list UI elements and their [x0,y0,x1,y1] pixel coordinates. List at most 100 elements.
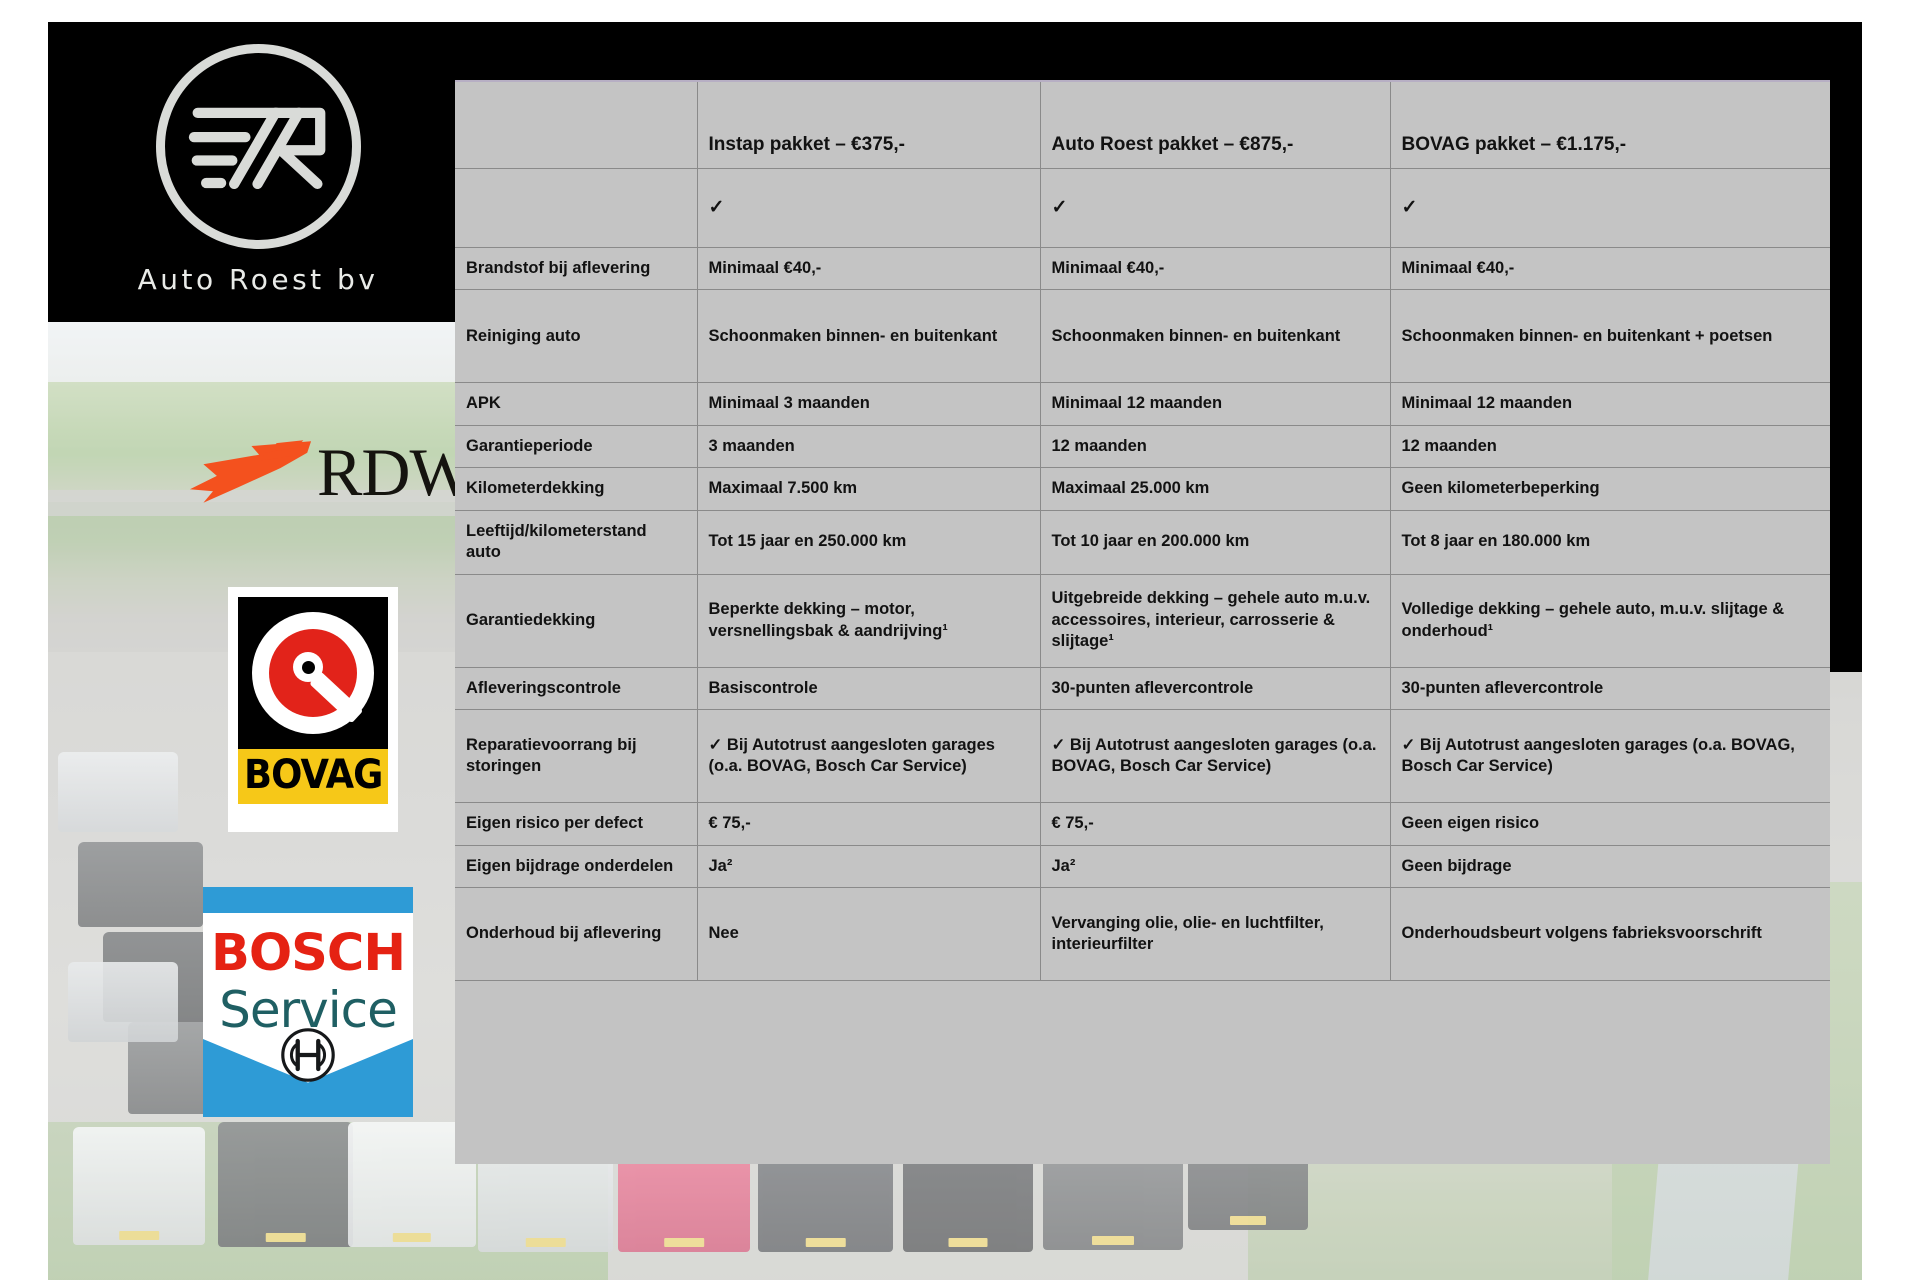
row-value-instap: Maximaal 7.500 km [697,467,1041,511]
row-value-instap: Beperkte dekking – motor, versnellingsba… [697,574,1041,668]
row-value-auto-roest: Uitgebreide dekking – gehele auto m.u.v.… [1040,574,1391,668]
row-value-instap: 3 maanden [697,425,1041,469]
partner-logo-bovag: BOVAG [228,587,398,832]
bovag-handle [308,671,363,724]
row-label: Garantieperiode [455,425,698,469]
table-row-check: ✓ ✓ ✓ [455,168,1830,248]
photo-car [348,1122,476,1247]
table-head: Instap pakket – €375,- Auto Roest pakket… [455,82,1830,169]
row-value-bovag: 12 maanden [1390,425,1830,469]
row-label: Onderhoud bij aflevering [455,887,698,981]
row-value-bovag: 30-punten aflevercontrole [1390,667,1830,711]
table-header-row: Instap pakket – €375,- Auto Roest pakket… [455,82,1830,169]
table-row: Eigen bijdrage onderdelen Ja² Ja² Geen b… [455,845,1830,888]
bovag-ring [252,612,374,734]
table-row: APK Minimaal 3 maanden Minimaal 12 maand… [455,382,1830,426]
row-value-bovag: Geen eigen risico [1390,802,1830,846]
row-value-instap: € 75,- [697,802,1041,846]
row-value-bovag: ✓ Bij Autotrust aangesloten garages (o.a… [1390,709,1830,804]
poster-stage: Auto Roest [48,22,1862,1280]
rdw-wordmark: RDW [317,434,474,510]
row-label: Eigen risico per defect [455,802,698,846]
column-header-auto-roest: Auto Roest pakket – €875,- [1040,82,1391,169]
brand-logo: Auto Roest bv [108,32,408,317]
row-label: Brandstof bij aflevering [455,247,698,291]
bovag-emblem [238,597,388,749]
table-body: ✓ ✓ ✓ Brandstof bij aflevering Minimaal … [455,168,1830,981]
row-value-bovag: Onderhoudsbeurt volgens fabrieksvoorschr… [1390,887,1830,981]
bovag-knob [293,652,323,682]
row-label: Garantiedekking [455,574,698,668]
row-value-bovag: Geen kilometerbeperking [1390,467,1830,511]
partner-logo-bosch-service: BOSCH Service [203,887,413,1117]
row-value-auto-roest: Schoonmaken binnen- en buitenkant [1040,289,1391,384]
row-value-instap: Minimaal 3 maanden [697,382,1041,426]
row-value-instap: ✓ Bij Autotrust aangesloten garages (o.a… [697,709,1041,804]
photo-car [218,1122,353,1247]
column-header-bovag: BOVAG pakket – €1.175,- [1390,82,1830,169]
check-icon: ✓ [697,168,1041,248]
row-label [455,168,698,248]
rdw-bird-logo-icon [189,440,312,503]
row-value-instap: Ja² [697,845,1041,888]
row-value-instap: Tot 15 jaar en 250.000 km [697,510,1041,575]
partner-logo-rdw: RDW [188,417,488,527]
check-icon: ✓ [1040,168,1391,248]
row-label: Reparatievoorrang bij storingen [455,709,698,804]
row-label: Kilometerdekking [455,467,698,511]
comparison-table: Instap pakket – €375,- Auto Roest pakket… [455,82,1830,981]
check-icon: ✓ [1390,168,1830,248]
package-comparison-table: Instap pakket – €375,- Auto Roest pakket… [455,80,1830,1164]
row-value-auto-roest: ✓ Bij Autotrust aangesloten garages (o.a… [1040,709,1391,804]
brand-name: Auto Roest bv [137,263,379,296]
table-row: Kilometerdekking Maximaal 7.500 km Maxim… [455,467,1830,511]
photo-car [58,752,178,832]
row-label: Reiniging auto [455,289,698,384]
row-label: Afleveringscontrole [455,667,698,711]
row-value-auto-roest: € 75,- [1040,802,1391,846]
bovag-wordmark: BOVAG [244,752,383,798]
table-row: Afleveringscontrole Basiscontrole 30-pun… [455,667,1830,711]
column-header-feature [455,82,698,169]
auto-roest-7r-logo-icon [188,107,325,190]
row-value-bovag: Minimaal €40,- [1390,247,1830,291]
row-value-auto-roest: Minimaal 12 maanden [1040,382,1391,426]
table-row: Garantiedekking Beperkte dekking – motor… [455,574,1830,668]
row-label: APK [455,382,698,426]
row-value-auto-roest: Tot 10 jaar en 200.000 km [1040,510,1391,575]
row-value-instap: Nee [697,887,1041,981]
bovag-wordmark-bar: BOVAG [238,749,388,804]
row-label: Leeftijd/kilometerstand auto [455,510,698,575]
table-row: Brandstof bij aflevering Minimaal €40,- … [455,247,1830,291]
row-value-bovag: Geen bijdrage [1390,845,1830,888]
row-value-instap: Minimaal €40,- [697,247,1041,291]
row-value-auto-roest: Minimaal €40,- [1040,247,1391,291]
row-value-instap: Basiscontrole [697,667,1041,711]
table-row: Garantieperiode 3 maanden 12 maanden 12 … [455,425,1830,469]
row-label: Eigen bijdrage onderdelen [455,845,698,888]
logo-ring [155,44,361,249]
bosch-armature-icon [281,1028,335,1082]
bovag-red-disc [269,629,363,724]
row-value-bovag: Volledige dekking – gehele auto, m.u.v. … [1390,574,1830,668]
table-row: Eigen risico per defect € 75,- € 75,- Ge… [455,802,1830,846]
row-value-auto-roest: Ja² [1040,845,1391,888]
table-row: Reparatievoorrang bij storingen ✓ Bij Au… [455,709,1830,804]
photo-car [68,962,178,1042]
table-row: Leeftijd/kilometerstand auto Tot 15 jaar… [455,510,1830,575]
photo-car [73,1127,205,1245]
row-value-auto-roest: 12 maanden [1040,425,1391,469]
bosch-body: BOSCH Service [203,913,413,1117]
table-row: Reiniging auto Schoonmaken binnen- en bu… [455,289,1830,384]
row-value-auto-roest: Maximaal 25.000 km [1040,467,1391,511]
row-value-auto-roest: 30-punten aflevercontrole [1040,667,1391,711]
column-header-instap: Instap pakket – €375,- [697,82,1041,169]
row-value-bovag: Minimaal 12 maanden [1390,382,1830,426]
table-row: Onderhoud bij aflevering Nee Vervanging … [455,887,1830,981]
row-value-instap: Schoonmaken binnen- en buitenkant [697,289,1041,384]
bosch-wordmark: BOSCH [210,924,406,983]
row-value-bovag: Schoonmaken binnen- en buitenkant + poet… [1390,289,1830,384]
bosch-top-bar [203,887,413,913]
photo-car [78,842,203,927]
row-value-auto-roest: Vervanging olie, olie- en luchtfilter, i… [1040,887,1391,981]
